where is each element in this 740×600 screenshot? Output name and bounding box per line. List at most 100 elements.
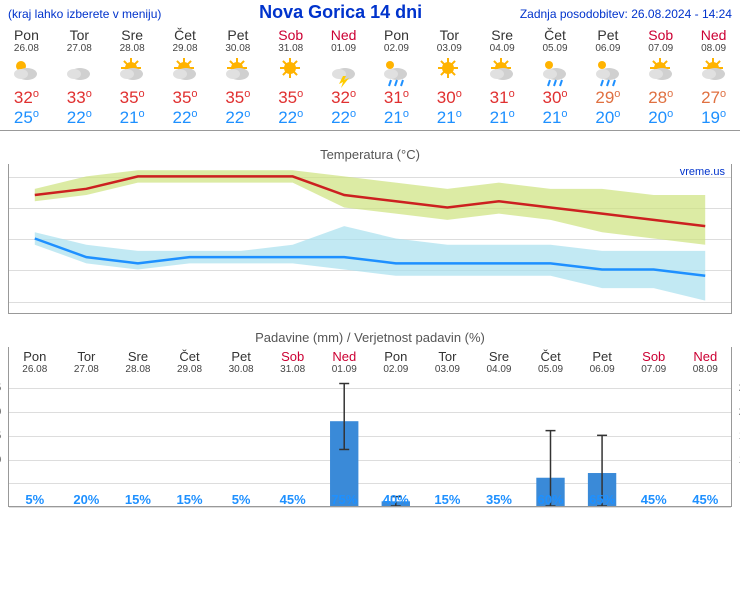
high-temp: 32o [0, 88, 53, 108]
day-column: Sre 04.09 31o 21o [476, 25, 529, 130]
high-temp: 35o [159, 88, 212, 108]
precip-probability: 5% [9, 492, 61, 507]
high-temp: 30o [529, 88, 582, 108]
precip-probability: 5% [215, 492, 267, 507]
weather-icon [0, 54, 53, 88]
temp-chart-title: Temperatura (°C) [0, 147, 740, 162]
temperature-chart: vreme.us 1520253035 [8, 164, 732, 314]
day-date: 04.09 [476, 43, 529, 54]
precip-probability: 75% [318, 492, 370, 507]
day-date: 29.08 [159, 43, 212, 54]
day-column: Čet 29.08 35o 22o [159, 25, 212, 130]
day-column: Sre 28.08 35o 21o [106, 25, 159, 130]
high-temp: 33o [53, 88, 106, 108]
low-temp: 20o [634, 108, 687, 128]
weather-icon [634, 54, 687, 88]
high-temp: 31o [476, 88, 529, 108]
day-date: 07.09 [634, 43, 687, 54]
low-temp: 21o [423, 108, 476, 128]
precipitation-chart: Pon26.08Tor27.08Sre28.08Čet29.08Pet30.08… [8, 347, 732, 507]
day-date: 28.08 [106, 43, 159, 54]
day-column: Pon 26.08 32o 25o [0, 25, 53, 130]
weather-icon [529, 54, 582, 88]
low-temp: 22o [264, 108, 317, 128]
day-column: Tor 03.09 30o 21o [423, 25, 476, 130]
weather-icon [106, 54, 159, 88]
menu-hint: (kraj lahko izberete v meniju) [8, 7, 161, 21]
low-temp: 22o [211, 108, 264, 128]
day-date: 05.09 [529, 43, 582, 54]
low-temp: 21o [476, 108, 529, 128]
day-column: Sob 31.08 35o 22o [264, 25, 317, 130]
low-temp: 22o [159, 108, 212, 128]
day-column: Ned 08.09 27o 19o [687, 25, 740, 130]
day-column: Ned 01.09 32o 22o [317, 25, 370, 130]
day-date: 01.09 [317, 43, 370, 54]
last-updated: Zadnja posodobitev: 26.08.2024 - 14:24 [520, 7, 732, 21]
day-name: Tor [423, 27, 476, 43]
day-name: Čet [159, 27, 212, 43]
day-date: 30.08 [211, 43, 264, 54]
precip-probability: 20% [61, 492, 113, 507]
high-temp: 35o [106, 88, 159, 108]
day-date: 03.09 [423, 43, 476, 54]
high-temp: 31o [370, 88, 423, 108]
weather-icon [423, 54, 476, 88]
low-temp: 21o [529, 108, 582, 128]
precip-probability: 60% [525, 492, 577, 507]
y-tick-label: 20 [0, 406, 1, 418]
day-name: Čet [529, 27, 582, 43]
precip-chart-title: Padavine (mm) / Verjetnost padavin (%) [0, 330, 740, 345]
precip-probability: 45% [267, 492, 319, 507]
weather-icon [687, 54, 740, 88]
day-column: Sob 07.09 28o 20o [634, 25, 687, 130]
probability-row: 5%20%15%15%5%45%75%40%15%35%60%65%45%45% [9, 492, 731, 507]
day-date: 27.08 [53, 43, 106, 54]
day-name: Sre [476, 27, 529, 43]
low-temp: 19o [687, 108, 740, 128]
day-name: Sob [264, 27, 317, 43]
precip-probability: 45% [680, 492, 732, 507]
low-temp: 21o [370, 108, 423, 128]
precip-probability: 15% [164, 492, 216, 507]
high-temp: 32o [317, 88, 370, 108]
high-temp: 29o [581, 88, 634, 108]
day-date: 26.08 [0, 43, 53, 54]
weather-icon [211, 54, 264, 88]
y-tick-label: 25 [0, 382, 1, 394]
weather-icon [476, 54, 529, 88]
low-temp: 22o [53, 108, 106, 128]
day-column: Pet 06.09 29o 20o [581, 25, 634, 130]
precip-probability: 15% [112, 492, 164, 507]
day-column: Čet 05.09 30o 21o [529, 25, 582, 130]
y-tick-label: 10 [0, 454, 1, 466]
precip-probability: 35% [473, 492, 525, 507]
day-name: Sre [106, 27, 159, 43]
low-temp: 20o [581, 108, 634, 128]
day-date: 02.09 [370, 43, 423, 54]
precip-probability: 15% [422, 492, 474, 507]
weather-icon [581, 54, 634, 88]
y-tick-label: 15 [0, 430, 1, 442]
weather-icon [53, 54, 106, 88]
high-temp: 30o [423, 88, 476, 108]
high-temp: 28o [634, 88, 687, 108]
day-name: Sob [634, 27, 687, 43]
day-name: Ned [687, 27, 740, 43]
weather-icon [159, 54, 212, 88]
day-column: Pon 02.09 31o 21o [370, 25, 423, 130]
precip-probability: 45% [628, 492, 680, 507]
weather-icon [264, 54, 317, 88]
day-column: Pet 30.08 35o 22o [211, 25, 264, 130]
day-name: Pon [0, 27, 53, 43]
day-name: Tor [53, 27, 106, 43]
day-name: Ned [317, 27, 370, 43]
weather-icon [370, 54, 423, 88]
day-date: 06.09 [581, 43, 634, 54]
day-name: Pet [211, 27, 264, 43]
precip-probability: 40% [370, 492, 422, 507]
day-date: 08.09 [687, 43, 740, 54]
page-title: Nova Gorica 14 dni [259, 2, 422, 23]
day-date: 31.08 [264, 43, 317, 54]
forecast-table: Pon 26.08 32o 25o Tor 27.08 33o 22o Sre … [0, 25, 740, 131]
